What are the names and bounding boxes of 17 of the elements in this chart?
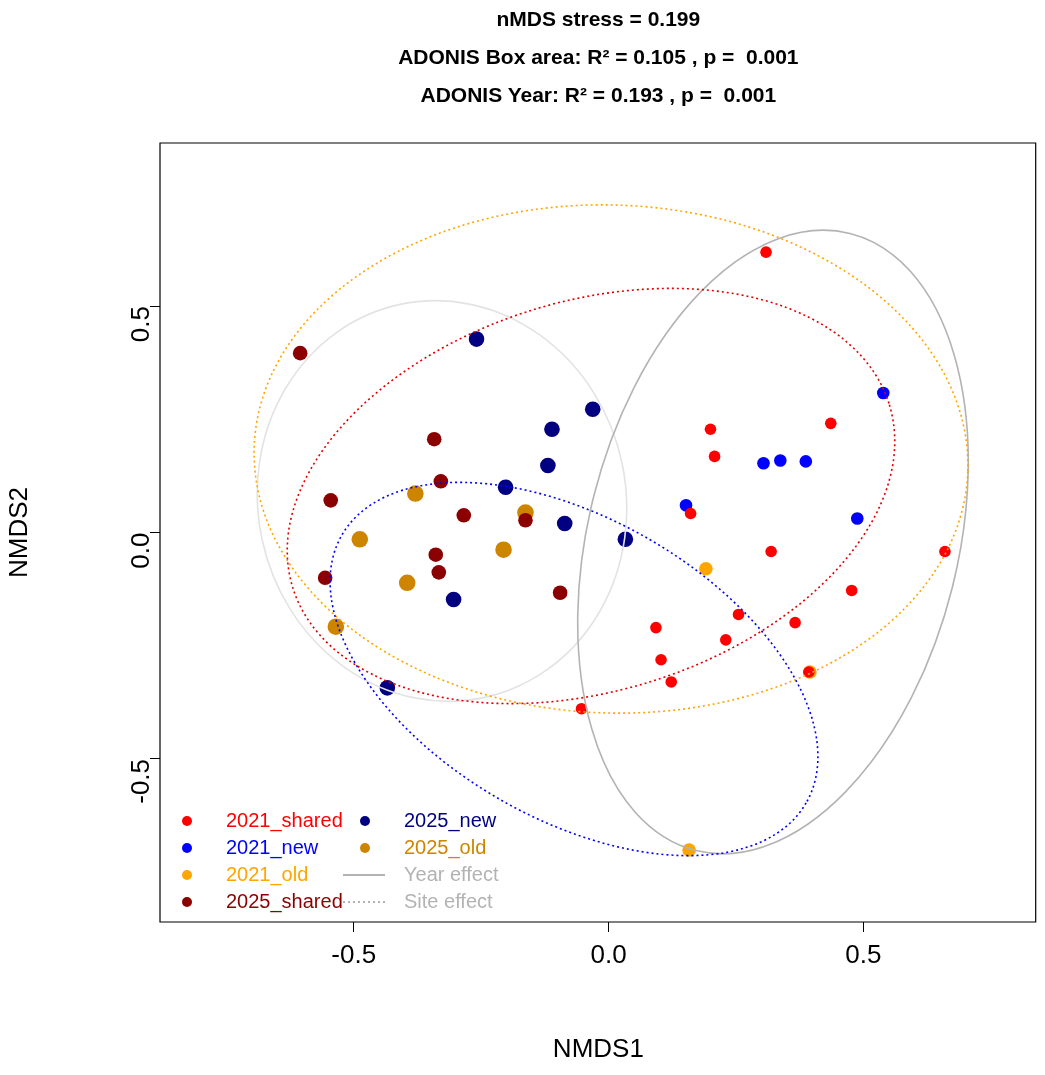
legend-label: 2021_shared: [226, 808, 343, 832]
legend-label: 2025_shared: [226, 889, 343, 913]
x-tick-label: -0.5: [331, 938, 377, 969]
legend-label: 2025_old: [404, 835, 487, 859]
annotation: Site effect: [404, 889, 494, 912]
x-tick-label: 0.5: [845, 938, 882, 969]
y-axis-title: NMDS2: [2, 486, 33, 579]
legend-label: 2025_new: [404, 808, 497, 832]
x-axis-title: NMDS1: [552, 1032, 644, 1063]
annotation: Year effect: [404, 862, 499, 885]
chart-title: nMDS stress = 0.199 ADONIS Box area: R² = 0.105 , p = 0.001 ADONIS Year: R² = 0.193 , p = 0.001: [398, 6, 799, 106]
y-tick-label: 0.0: [125, 532, 156, 569]
x-tick-label: 0.0: [590, 938, 627, 969]
legend-label: 2021_new: [226, 835, 319, 859]
legend-label: 2021_old: [226, 862, 309, 886]
y-tick-label: 0.5: [125, 306, 156, 343]
y-tick-label: -0.5: [125, 758, 156, 804]
